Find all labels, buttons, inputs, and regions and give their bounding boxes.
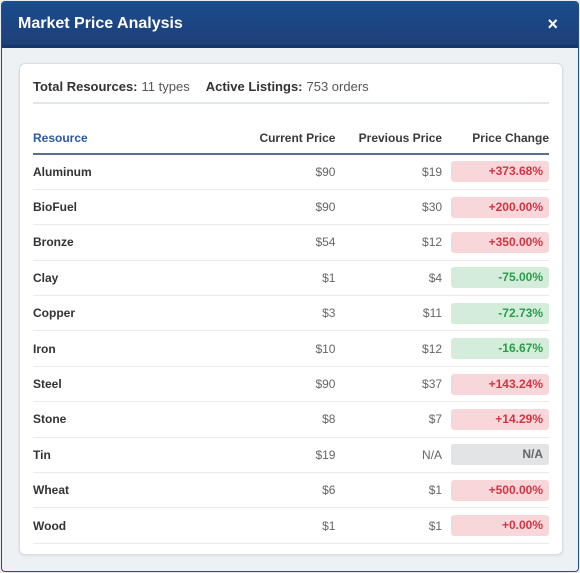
previous-price: N/A xyxy=(335,437,443,474)
table-row[interactable]: Aluminum $90 $19 +373.68% xyxy=(33,154,549,190)
table-row[interactable]: Iron $10 $12 -16.67% xyxy=(33,330,549,367)
price-change-cell: +200.00% xyxy=(442,189,549,226)
price-change-cell: +0.00% xyxy=(442,507,549,544)
price-change-badge: -72.73% xyxy=(451,302,549,324)
current-price: $90 xyxy=(212,366,336,403)
price-change-cell: -75.00% xyxy=(442,260,549,297)
previous-price: $12 xyxy=(335,330,443,367)
previous-price: $11 xyxy=(335,295,443,332)
resource-name: Tin xyxy=(33,437,213,474)
active-listings-label: Active Listings: xyxy=(205,78,303,94)
previous-price: $37 xyxy=(335,366,443,403)
previous-price: $1 xyxy=(335,472,443,509)
current-price: $1 xyxy=(212,260,336,297)
current-price: $90 xyxy=(212,154,336,190)
table-row[interactable]: Bronze $54 $12 +350.00% xyxy=(33,224,549,261)
price-change-cell: -16.67% xyxy=(442,330,549,367)
column-header-price-change[interactable]: Price Change xyxy=(442,122,549,155)
current-price: $54 xyxy=(212,224,336,261)
price-change-badge: +14.29% xyxy=(451,408,549,430)
resource-name: Wheat xyxy=(33,472,213,509)
active-listings-value: 753 orders xyxy=(306,78,369,94)
table-row[interactable]: Copper $3 $11 -72.73% xyxy=(33,295,549,332)
price-change-badge: -75.00% xyxy=(451,267,549,289)
price-change-cell: +14.29% xyxy=(442,401,549,438)
dialog-header: Market Price Analysis × xyxy=(2,2,578,48)
table-header-row: Resource Current Price Previous Price Pr… xyxy=(33,122,549,155)
price-change-badge: +350.00% xyxy=(451,231,549,253)
content-card: Total Resources: 11 types Active Listing… xyxy=(19,63,563,555)
resource-name: Bronze xyxy=(33,224,213,261)
price-change-badge: -16.67% xyxy=(451,338,549,360)
current-price: $3 xyxy=(212,295,336,332)
total-resources-value: 11 types xyxy=(141,78,190,94)
current-price: $90 xyxy=(212,189,336,226)
price-change-cell: -72.73% xyxy=(442,295,549,332)
summary-bar: Total Resources: 11 types Active Listing… xyxy=(33,64,549,104)
current-price: $1 xyxy=(212,507,336,544)
previous-price: $12 xyxy=(335,224,443,261)
table-row[interactable]: Wood $1 $1 +0.00% xyxy=(33,507,549,544)
table-body: Aluminum $90 $19 +373.68% BioFuel $90 $30 +200.… xyxy=(33,154,549,544)
table-row[interactable]: Steel $90 $37 +143.24% xyxy=(33,366,549,403)
current-price: $8 xyxy=(212,401,336,438)
total-resources-label: Total Resources: xyxy=(33,78,138,94)
resource-name: Aluminum xyxy=(33,154,213,190)
price-change-cell: +373.68% xyxy=(442,154,549,190)
resource-name: Wood xyxy=(33,507,213,544)
column-header-resource[interactable]: Resource xyxy=(33,122,213,155)
table-row[interactable]: BioFuel $90 $30 +200.00% xyxy=(33,189,549,226)
price-change-badge: +500.00% xyxy=(451,479,549,501)
resource-name: Copper xyxy=(33,295,213,332)
price-change-badge: +0.00% xyxy=(451,515,549,537)
previous-price: $4 xyxy=(335,260,443,297)
close-icon[interactable]: × xyxy=(547,13,558,34)
current-price: $10 xyxy=(212,330,336,367)
current-price: $6 xyxy=(212,472,336,509)
resource-name: Clay xyxy=(33,260,213,297)
price-change-cell: +143.24% xyxy=(442,366,549,403)
column-header-current-price[interactable]: Current Price xyxy=(212,122,336,155)
price-change-cell: N/A xyxy=(442,437,549,474)
previous-price: $19 xyxy=(335,154,443,190)
price-change-badge: +143.24% xyxy=(451,373,549,395)
table-row[interactable]: Tin $19 N/A N/A xyxy=(33,437,549,474)
price-change-badge: N/A xyxy=(451,444,549,466)
table-row[interactable]: Wheat $6 $1 +500.00% xyxy=(33,472,549,509)
resource-name: Stone xyxy=(33,401,213,438)
price-change-badge: +373.68% xyxy=(451,161,549,183)
price-change-badge: +200.00% xyxy=(451,196,549,218)
price-change-cell: +500.00% xyxy=(442,472,549,509)
dialog-title: Market Price Analysis xyxy=(18,14,183,32)
price-table: Resource Current Price Previous Price Pr… xyxy=(33,122,549,544)
table-row[interactable]: Clay $1 $4 -75.00% xyxy=(33,260,549,297)
previous-price: $30 xyxy=(335,189,443,226)
previous-price: $1 xyxy=(335,507,443,544)
previous-price: $7 xyxy=(335,401,443,438)
resource-name: Steel xyxy=(33,366,213,403)
resource-name: BioFuel xyxy=(33,189,213,226)
price-change-cell: +350.00% xyxy=(442,224,549,261)
column-header-previous-price[interactable]: Previous Price xyxy=(335,122,443,155)
resource-name: Iron xyxy=(33,330,213,367)
current-price: $19 xyxy=(212,437,336,474)
table-row[interactable]: Stone $8 $7 +14.29% xyxy=(33,401,549,438)
